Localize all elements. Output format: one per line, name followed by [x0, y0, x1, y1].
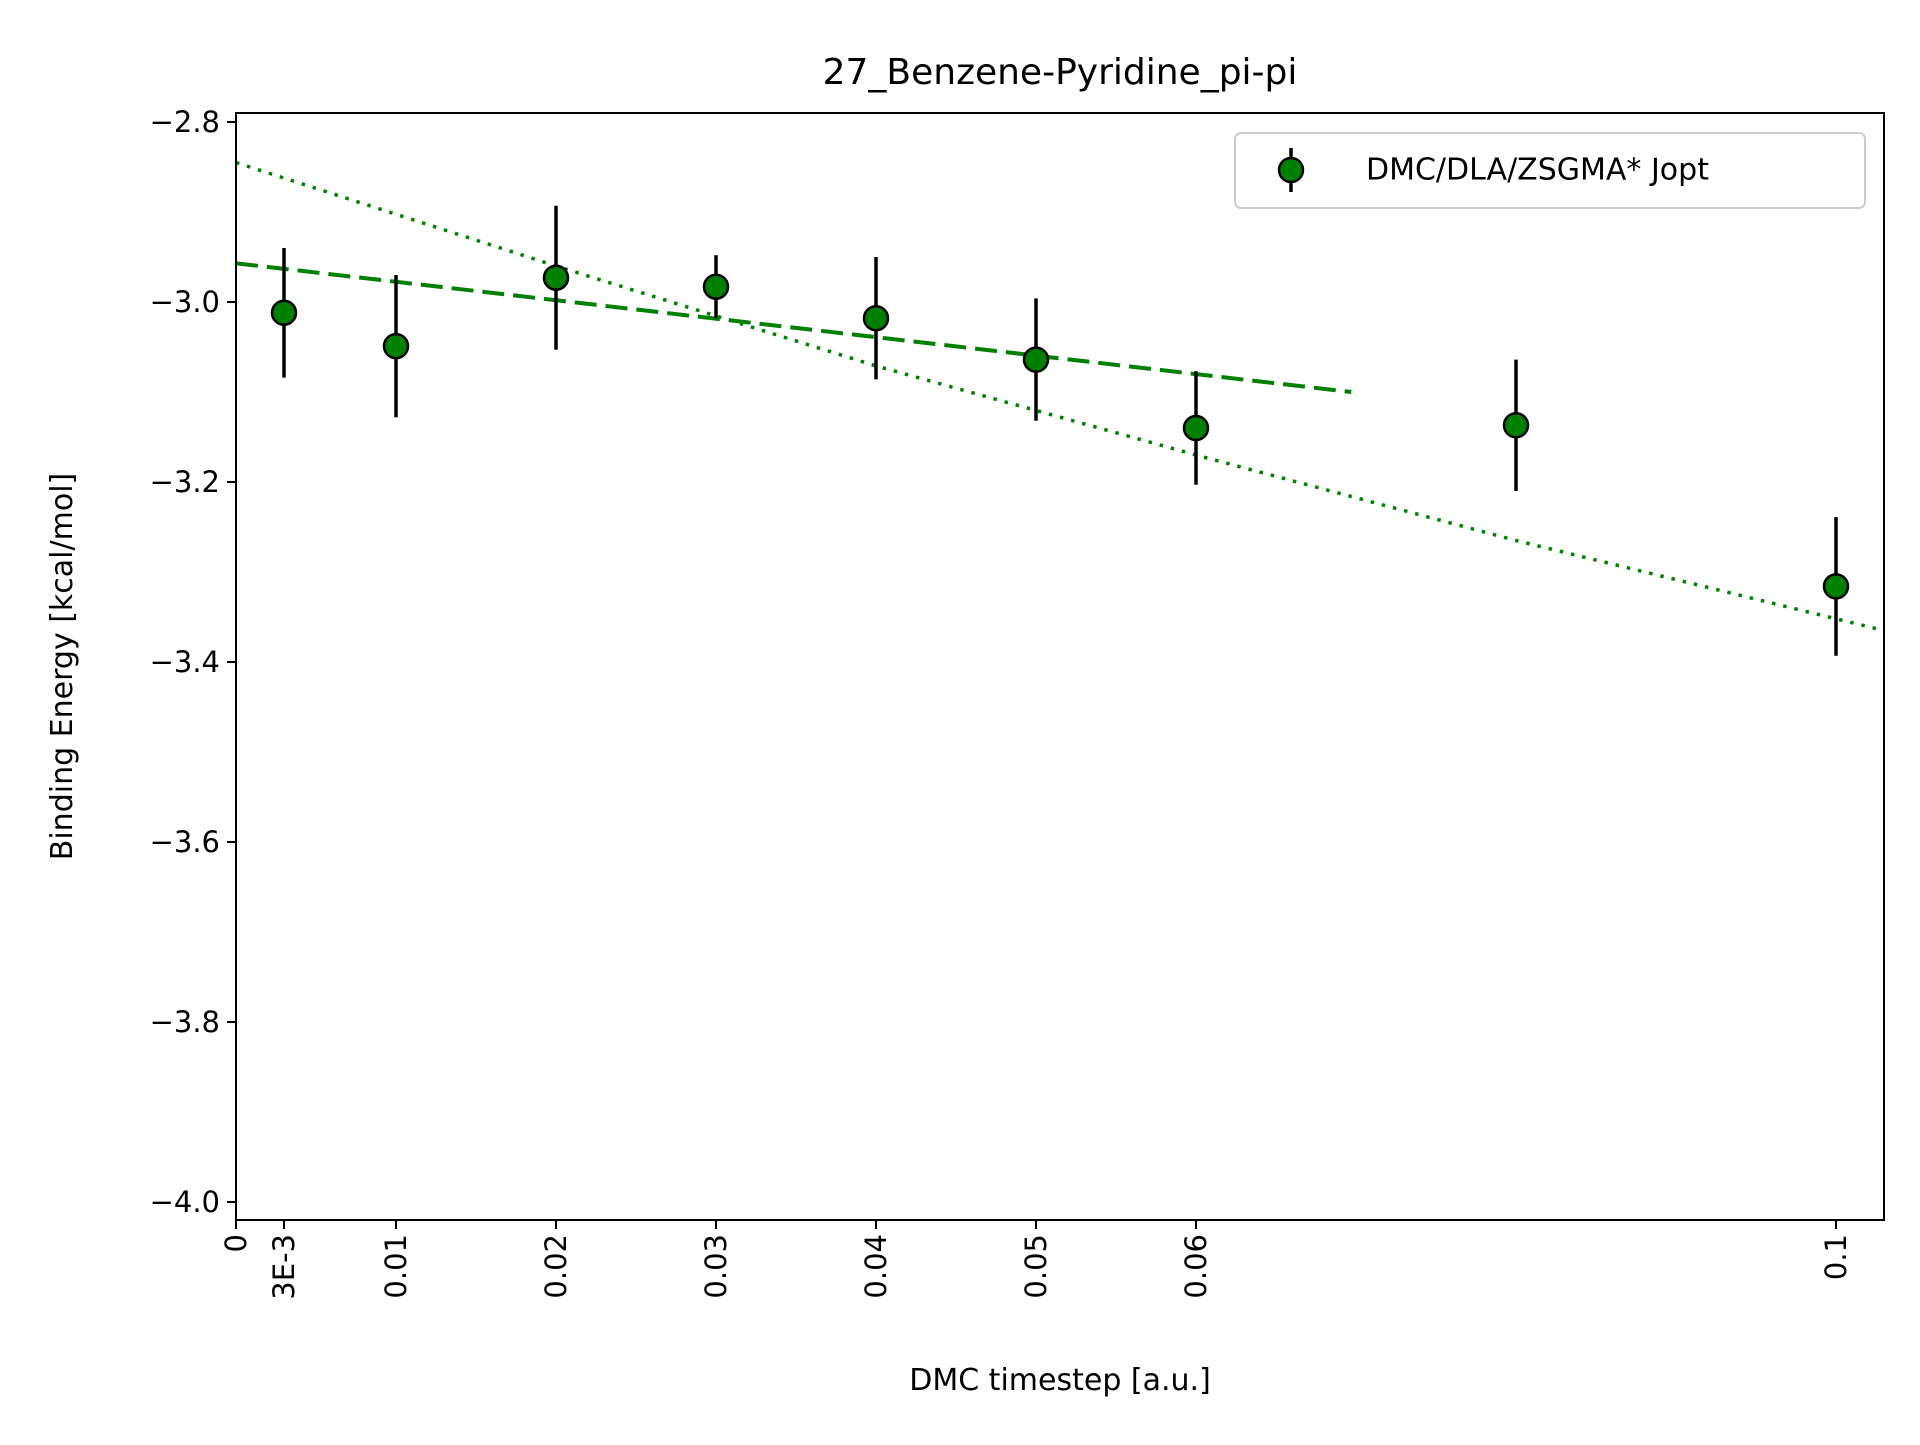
x-tick-label: 0	[219, 1234, 253, 1252]
data-point	[382, 332, 410, 360]
y-axis-title: Binding Energy [kcal/mol]	[45, 473, 80, 860]
error-bars	[282, 205, 1838, 656]
x-tick-label: 0.01	[379, 1234, 413, 1299]
y-tick-label: −3.0	[150, 285, 220, 319]
plot-frame	[235, 112, 1885, 1221]
y-axis-ticks: −2.8 −3.0 −3.2 −3.4 −3.6 −3.8 −4.0	[150, 105, 236, 1219]
x-tick-label: 0.05	[1019, 1234, 1053, 1299]
x-tick-label: 0.04	[859, 1234, 893, 1299]
y-tick-label: −3.6	[150, 825, 220, 859]
data-point	[1822, 573, 1850, 600]
data-point	[542, 264, 570, 291]
y-tick-label: −2.8	[150, 105, 220, 139]
y-tick-label: −3.8	[150, 1005, 220, 1039]
data-point	[862, 304, 890, 332]
data-point	[702, 273, 730, 300]
data-points	[270, 264, 1850, 600]
fit-lines	[235, 160, 1885, 633]
legend: DMC/DLA/ZSGMA* Jopt	[1234, 132, 1866, 209]
y-tick-label: −3.2	[150, 465, 220, 499]
y-tick-label: −3.4	[150, 645, 220, 679]
x-axis-title: DMC timestep [a.u.]	[909, 1363, 1211, 1398]
dashed-fit-line	[235, 261, 1352, 394]
dotted-fit-line	[235, 160, 1885, 633]
x-tick-label: 0.03	[699, 1234, 733, 1299]
x-tick-label: 0.1	[1819, 1234, 1853, 1280]
chart-title: 27_Benzene-Pyridine_pi-pi	[823, 52, 1298, 93]
x-tick-label: 0.02	[539, 1234, 573, 1299]
x-tick-label: 3E-3	[267, 1234, 301, 1300]
x-axis-ticks: 0 3E-3 0.01 0.02 0.03 0.04 0.05 0.06 0.1	[219, 1220, 1853, 1300]
legend-box	[1234, 132, 1866, 209]
legend-label: DMC/DLA/ZSGMA* Jopt	[1366, 153, 1709, 188]
x-tick-label: 0.06	[1179, 1234, 1213, 1299]
data-point	[1182, 414, 1210, 442]
legend-point-marker	[1277, 156, 1305, 184]
data-point	[1022, 346, 1050, 373]
data-point	[1502, 412, 1530, 439]
data-point	[270, 299, 298, 327]
y-tick-label: −4.0	[150, 1185, 220, 1219]
